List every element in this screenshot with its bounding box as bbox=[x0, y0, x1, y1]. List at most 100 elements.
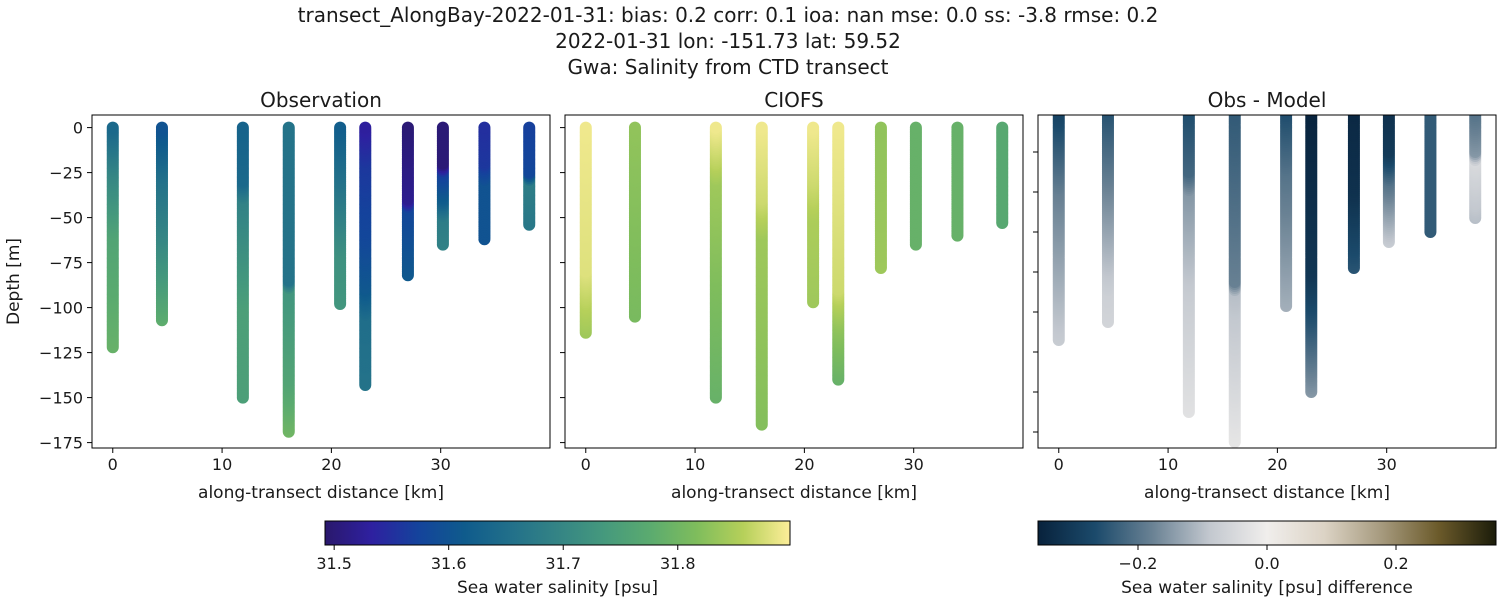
panel-ciofs: CIOFS 0 10 20 30 along-transect distance [km] bbox=[560, 88, 1024, 503]
data-point bbox=[1102, 115, 1114, 118]
x-axis-label: along-transect distance [km] bbox=[198, 483, 444, 503]
data-point bbox=[478, 121, 491, 134]
data-point bbox=[1425, 115, 1436, 118]
axes-frame bbox=[91, 114, 551, 449]
colorbar-tick-label: 31.7 bbox=[545, 554, 581, 573]
x-axis-label: along-transect distance [km] bbox=[1144, 483, 1390, 503]
data-point bbox=[1470, 115, 1481, 118]
profile-0 bbox=[106, 121, 119, 354]
profile-1 bbox=[155, 121, 168, 327]
data-point bbox=[1306, 115, 1317, 118]
colorbar-tick-label: 31.5 bbox=[316, 554, 352, 573]
data-point bbox=[1383, 115, 1395, 118]
colorbar-tick-label: 31.6 bbox=[431, 554, 467, 573]
data-point bbox=[1182, 115, 1195, 120]
data-point bbox=[523, 121, 536, 134]
data-point bbox=[155, 121, 168, 134]
colorbar-tick-label: −0.2 bbox=[1119, 554, 1158, 573]
profile-4 bbox=[1280, 115, 1293, 312]
profile-3 bbox=[755, 121, 768, 431]
figure-title-line-2: 2022-01-31 lon: -151.73 lat: 59.52 bbox=[555, 29, 901, 53]
data-point bbox=[236, 121, 249, 134]
profile-7 bbox=[909, 121, 922, 251]
x-tick-label: 20 bbox=[794, 455, 814, 474]
profile-3 bbox=[282, 121, 295, 438]
figure-title-line-1: transect_AlongBay-2022-01-31: bias: 0.2 … bbox=[298, 3, 1159, 27]
y-tick-label: −75 bbox=[49, 254, 83, 273]
y-tick-label: −100 bbox=[39, 299, 83, 318]
data-point bbox=[1102, 115, 1114, 120]
profile-9 bbox=[523, 121, 536, 231]
data-points bbox=[579, 121, 1009, 431]
panel-title: Obs - Model bbox=[1208, 88, 1327, 112]
data-point bbox=[832, 121, 845, 134]
data-point bbox=[1280, 115, 1292, 118]
data-point bbox=[1424, 115, 1437, 120]
panel-title: CIOFS bbox=[764, 88, 823, 112]
data-point bbox=[359, 121, 372, 134]
data-point bbox=[909, 121, 922, 134]
profile-4 bbox=[334, 121, 347, 310]
figure-title-line-3: Gwa: Salinity from CTD transect bbox=[568, 55, 889, 79]
data-point bbox=[1348, 115, 1360, 118]
data-point bbox=[282, 121, 295, 134]
colorbar-tick-label: 31.8 bbox=[660, 554, 696, 573]
x-tick-label: 10 bbox=[685, 455, 705, 474]
colorbar-tick-label: 0.2 bbox=[1383, 554, 1408, 573]
x-tick-label: 20 bbox=[321, 455, 341, 474]
data-point bbox=[874, 121, 887, 134]
profile-5 bbox=[359, 121, 372, 391]
data-point bbox=[401, 121, 414, 134]
axes-frame bbox=[564, 114, 1024, 449]
colorbar-label: Sea water salinity [psu] bbox=[457, 578, 658, 598]
y-tick-label: −125 bbox=[39, 344, 83, 363]
data-point bbox=[1469, 115, 1482, 120]
x-axis-label: along-transect distance [km] bbox=[671, 483, 917, 503]
profile-2 bbox=[1182, 115, 1195, 418]
profile-9 bbox=[1469, 115, 1482, 224]
data-point bbox=[709, 121, 722, 134]
panel-title: Observation bbox=[260, 88, 382, 112]
data-points bbox=[1052, 115, 1482, 448]
y-axis-label: Depth [m] bbox=[4, 238, 24, 325]
data-point bbox=[951, 121, 964, 134]
profile-6 bbox=[874, 121, 887, 274]
profile-6 bbox=[1347, 115, 1360, 274]
x-tick-label: 30 bbox=[904, 455, 924, 474]
data-point bbox=[1183, 115, 1195, 118]
colorbar-2: −0.2 0.0 0.2 Sea water salinity [psu] diffe… bbox=[1037, 520, 1497, 598]
profile-6 bbox=[401, 121, 414, 282]
x-tick-label: 0 bbox=[581, 455, 591, 474]
profile-7 bbox=[436, 121, 449, 251]
x-tick-label: 10 bbox=[1158, 455, 1178, 474]
data-point bbox=[1229, 115, 1240, 118]
x-tick-label: 0 bbox=[1054, 455, 1064, 474]
profile-3 bbox=[1228, 115, 1241, 448]
data-points bbox=[106, 121, 536, 438]
profile-0 bbox=[579, 121, 592, 339]
data-point bbox=[106, 121, 119, 134]
y-tick-label: −150 bbox=[39, 389, 83, 408]
profile-1 bbox=[628, 121, 641, 323]
colorbar-gradient bbox=[324, 520, 791, 546]
profile-8 bbox=[1424, 115, 1437, 238]
y-tick-label: −175 bbox=[39, 434, 83, 453]
x-tick-label: 0 bbox=[108, 455, 118, 474]
profile-0 bbox=[1052, 115, 1065, 346]
data-point bbox=[1382, 115, 1395, 120]
x-tick-label: 30 bbox=[1377, 455, 1397, 474]
profile-4 bbox=[807, 121, 820, 309]
profile-2 bbox=[709, 121, 722, 404]
y-tick-label: 0 bbox=[73, 119, 83, 138]
y-tick-label: −50 bbox=[49, 209, 83, 228]
data-point bbox=[1053, 115, 1064, 118]
data-point bbox=[755, 121, 768, 134]
profile-5 bbox=[832, 121, 845, 386]
panel-obs-model: Obs - Model 0 10 20 30 along-transect distanc… bbox=[1033, 88, 1497, 503]
profile-8 bbox=[951, 121, 964, 242]
axes-frame bbox=[1037, 114, 1497, 449]
x-tick-label: 20 bbox=[1267, 455, 1287, 474]
data-point bbox=[628, 121, 641, 134]
